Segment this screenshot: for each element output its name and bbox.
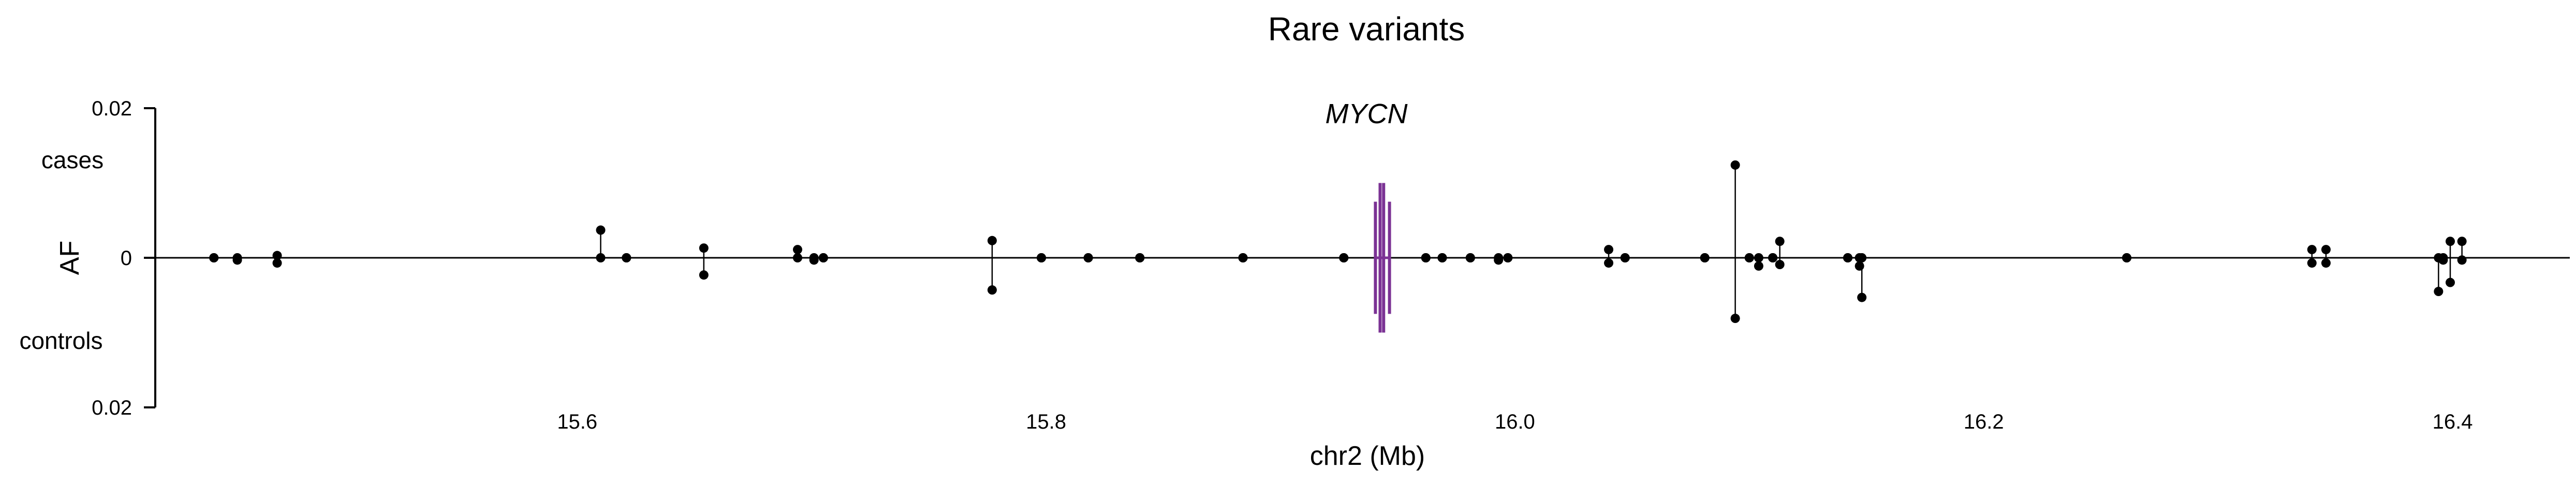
control-point <box>2438 255 2448 265</box>
case-point <box>596 225 606 235</box>
control-point <box>1437 253 1447 262</box>
control-point <box>2446 277 2455 287</box>
control-point <box>1421 253 1431 262</box>
control-point <box>1339 253 1349 262</box>
case-point <box>2457 237 2467 246</box>
y-tick-label: 0 <box>121 247 132 270</box>
x-tick-label: 15.8 <box>1026 410 1066 433</box>
control-point <box>2457 255 2467 265</box>
y-axis: 0.02 0 0.02 <box>92 97 156 419</box>
control-point <box>809 255 819 265</box>
control-point <box>1135 253 1145 262</box>
control-point <box>1857 292 1867 302</box>
control-point <box>232 255 242 265</box>
control-point <box>272 258 282 268</box>
control-point <box>1465 253 1475 262</box>
control-point <box>2122 253 2131 262</box>
case-point <box>2446 237 2455 246</box>
case-point <box>1775 237 1785 246</box>
y-tick-label: 0.02 <box>92 97 132 120</box>
control-point <box>792 253 802 262</box>
control-point <box>1744 253 1754 262</box>
control-point <box>209 253 219 262</box>
gene-track <box>1374 183 1391 333</box>
control-point <box>2307 258 2317 268</box>
control-point <box>1854 261 1864 271</box>
x-tick-label: 15.6 <box>557 410 597 433</box>
control-point <box>1494 255 1504 265</box>
case-point <box>1604 245 1614 255</box>
control-point <box>1768 253 1778 262</box>
case-point <box>1857 253 1867 262</box>
gene-label: MYCN <box>1326 98 1408 129</box>
x-tick-label: 16.4 <box>2433 410 2473 433</box>
control-point <box>622 253 631 262</box>
cases-label: cases <box>41 146 104 173</box>
case-point <box>2307 245 2317 255</box>
y-tick-label: 0.02 <box>92 397 132 419</box>
case-point <box>987 236 997 245</box>
control-point <box>1700 253 1710 262</box>
control-point <box>1620 253 1630 262</box>
x-tick-labels: 15.6 15.8 16.0 16.2 16.4 <box>557 410 2472 433</box>
chart-title: Rare variants <box>1268 10 1465 48</box>
control-point <box>1754 261 1763 271</box>
control-point <box>1730 314 1740 324</box>
y-axis-label: AF <box>55 241 85 275</box>
control-point <box>1604 258 1614 268</box>
variant-points <box>209 160 2467 324</box>
case-point <box>2321 245 2331 255</box>
control-point <box>1238 253 1248 262</box>
controls-label: controls <box>19 327 102 354</box>
control-point <box>1083 253 1093 262</box>
case-point <box>1754 253 1763 262</box>
case-point <box>272 251 282 260</box>
x-tick-label: 16.0 <box>1495 410 1535 433</box>
control-point <box>1503 253 1513 262</box>
control-point <box>1775 260 1785 270</box>
control-point <box>2434 287 2443 297</box>
case-point <box>792 245 802 255</box>
control-point <box>1037 253 1047 262</box>
control-point <box>987 285 997 295</box>
case-point <box>1730 160 1740 170</box>
case-point <box>699 243 709 253</box>
control-point <box>2321 258 2331 268</box>
x-axis-label: chr2 (Mb) <box>1310 441 1425 471</box>
control-point <box>699 270 709 280</box>
x-tick-label: 16.2 <box>1964 410 2004 433</box>
control-point <box>818 253 828 262</box>
control-point <box>1843 253 1853 262</box>
control-point <box>596 253 606 262</box>
